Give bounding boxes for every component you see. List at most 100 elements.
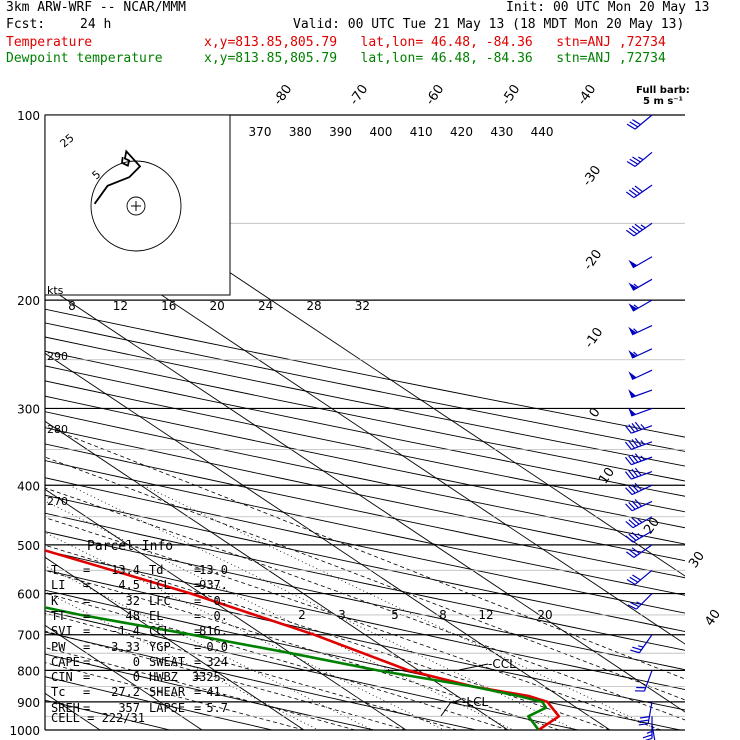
temperature-legend: Temperature — [6, 35, 93, 50]
wind-barb-shaft — [632, 516, 653, 529]
wind-barb-full — [626, 229, 635, 237]
parcel-value-li-b: 937. — [199, 578, 228, 593]
wind-barb — [628, 369, 653, 381]
pressure-tick-label: 1000 — [9, 724, 40, 738]
parcel-label-k: K — [51, 593, 59, 608]
dry-adiabat-line — [45, 550, 685, 690]
parcel-value-li: 4.5 — [118, 578, 140, 593]
moist-adiabat-line — [45, 630, 407, 730]
dry-adiabat-line — [45, 531, 685, 671]
wind-barb-full — [628, 501, 636, 510]
wind-barb-full — [624, 456, 632, 466]
parcel-info-panel: Parcel Info = = T 13.4 Td 13.0 = = LI 4.5 LCL 937. =… — [45, 537, 232, 729]
wind-barb-shaft — [631, 500, 653, 512]
wind-barb-flag — [628, 350, 637, 359]
parcel-label-tt-b: EL — [149, 608, 164, 623]
wind-barb-full — [638, 722, 649, 726]
ccl-pointer — [458, 663, 489, 671]
full-barb-value: 5 m s⁻¹ — [643, 96, 683, 107]
pressure-tick-label: 100 — [17, 109, 40, 123]
parcel-label-sreh-b: LAPSE — [149, 700, 186, 715]
wind-barb-half — [640, 224, 646, 229]
wind-barb-full — [624, 441, 632, 450]
parcel-equals: = — [194, 654, 202, 669]
isotherm-line — [0, 101, 18, 740]
mixing-ratio-label: 12 — [478, 608, 493, 622]
wind-barb-full — [626, 160, 636, 167]
valid-time: Valid: 00 UTC Tue 21 May 13 (18 MDT Mon … — [293, 17, 685, 32]
moist-adiabat-line — [45, 612, 458, 730]
theta-label: 440 — [531, 125, 554, 139]
wind-barb-full — [634, 482, 643, 491]
theta-label: 410 — [410, 125, 433, 139]
hodograph-frame — [44, 114, 231, 296]
wind-barb — [625, 516, 653, 529]
pressure-tick-label: 200 — [17, 294, 40, 308]
dry-adiabat-label: 270 — [47, 495, 68, 508]
mixing-ratio-label: 20 — [537, 608, 552, 622]
wind-barb-full — [631, 468, 639, 478]
parcel-value-tt-b: 0. — [213, 608, 228, 623]
wind-barb-half — [637, 518, 643, 523]
wind-barb — [628, 348, 653, 359]
parcel-equals: = — [83, 639, 91, 654]
wind-barb-flag — [628, 371, 637, 380]
parcel-value-tc-b: 41. — [206, 685, 228, 700]
full-barb-label: Full barb: — [636, 85, 690, 96]
wind-barb-full — [629, 158, 639, 165]
isotherm-line — [45, 420, 509, 730]
wind-barb-half — [633, 283, 639, 288]
wind-barb-full — [626, 551, 635, 558]
dry-adiabat-line — [45, 336, 685, 467]
model-label: 3km ARW-WRF -- NCAR/MMM — [6, 0, 187, 15]
dry-adiabat-line — [45, 631, 478, 730]
wind-barb — [626, 184, 653, 199]
parcel-value-k: 32 — [125, 593, 140, 608]
wind-barb-full — [631, 422, 639, 432]
parcel-value-cin: 0 — [132, 670, 140, 685]
parcel-equals: = — [83, 578, 91, 593]
parcel-equals: = — [194, 624, 202, 639]
init-time: Init: 00 UTC Mon 20 May 13 — [506, 0, 710, 15]
wind-barb-shaft — [631, 348, 653, 359]
parcel-label-t-b: Td — [149, 563, 164, 577]
pressure-tick-label: 500 — [17, 539, 40, 553]
wind-barb-full — [631, 454, 639, 463]
wind-barb-full — [631, 484, 639, 493]
wind-barb-full — [628, 440, 636, 449]
parcel-label-cape-b: SWEAT — [149, 654, 186, 669]
parcel-label-k-b: LFC — [149, 593, 171, 608]
wind-barb-full — [631, 187, 641, 195]
pressure-tick-label: 400 — [17, 479, 40, 493]
wind-barb-shaft — [631, 389, 653, 399]
wind-barb — [625, 530, 653, 543]
parcel-equals: = — [194, 593, 202, 608]
wind-barb-full — [632, 574, 641, 581]
hodo-speed-label: 32 — [355, 299, 370, 313]
wind-barb-full — [625, 520, 634, 529]
dry-adiabat-line — [45, 365, 685, 497]
theta-label: 380 — [289, 125, 312, 139]
parcel-value-pw: 3.33 — [111, 639, 140, 654]
parcel-equals: = — [194, 639, 202, 654]
mixing-ratio-line — [143, 484, 660, 730]
hodo-speed-label: 8 — [68, 299, 76, 313]
hodo-speed-label: 28 — [306, 299, 321, 313]
parcel-value-t-b: 13.0 — [199, 563, 228, 577]
pressure-tick-label: 300 — [17, 402, 40, 416]
wind-barb-full — [632, 119, 641, 126]
moist-adiabat-line — [45, 517, 662, 730]
wind-barb-full — [628, 549, 638, 556]
mixing-ratio-label: 3 — [338, 608, 346, 622]
temperature-profile — [45, 549, 561, 730]
wind-barb-full — [627, 604, 637, 610]
wind-barb-full — [628, 470, 636, 479]
wind-barb-shaft — [631, 441, 653, 450]
wind-barb — [626, 544, 653, 558]
wind-barb-shaft — [651, 724, 656, 740]
wind-barb — [628, 325, 653, 336]
parcel-equals: = — [194, 685, 202, 700]
wind-barb-shaft — [636, 593, 653, 610]
wind-barbs — [624, 114, 656, 740]
